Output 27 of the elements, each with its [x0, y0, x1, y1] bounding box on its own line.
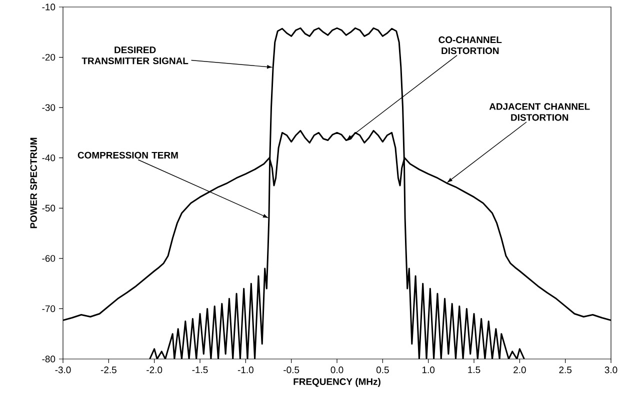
y-tick-label: -50 — [42, 204, 56, 212]
x-tick-label: 1.5 — [468, 366, 480, 374]
x-tick-label: -3.0 — [55, 366, 71, 374]
y-tick-label: -80 — [42, 356, 56, 362]
annotation: DESIRED TRANSMITTER SIGNAL — [82, 46, 188, 64]
x-tick-label: -1.0 — [238, 366, 254, 374]
y-tick-label: -70 — [42, 305, 56, 312]
x-tick-label: -1.5 — [192, 366, 208, 374]
x-tick-label: 0.5 — [376, 366, 389, 374]
x-axis-title: FREQUENCY (MHz) — [294, 378, 380, 387]
x-tick-label: 3.0 — [604, 366, 618, 374]
annotation: CO-CHANNEL DISTORTION — [438, 36, 502, 54]
x-tick-label: 0.0 — [330, 366, 344, 374]
x-tick-label: 2.5 — [559, 366, 572, 374]
x-tick-label: -2.5 — [100, 366, 116, 374]
y-axis-title: POWER SPECTRUM — [30, 138, 37, 228]
y-tick-label: -20 — [42, 54, 56, 61]
x-tick-label: 1.0 — [422, 366, 435, 374]
x-tick-label: -0.5 — [284, 366, 300, 374]
x-tick-label: -2.0 — [146, 366, 162, 374]
y-tick-label: -40 — [42, 154, 56, 162]
y-tick-label: -10 — [42, 4, 56, 10]
annotation: COMPRESSION TERM — [78, 152, 178, 159]
y-tick-label: -60 — [42, 255, 56, 262]
x-tick-label: 2.0 — [514, 366, 526, 374]
annotation: ADJACENT CHANNEL DISTORTION — [489, 103, 590, 121]
y-tick-label: -30 — [42, 104, 56, 111]
